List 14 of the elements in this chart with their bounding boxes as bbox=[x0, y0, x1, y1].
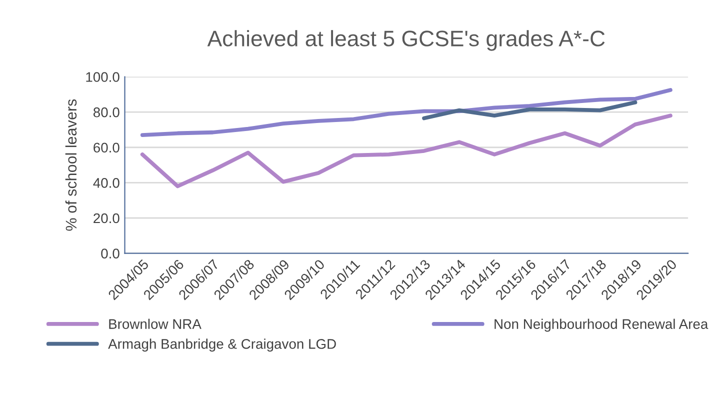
y-tick-label: 60.0 bbox=[94, 142, 120, 153]
y-tick-label: 20.0 bbox=[94, 213, 120, 224]
y-tick-label: 100.0 bbox=[86, 72, 120, 82]
y-tick-label: 80.0 bbox=[93, 107, 120, 118]
line-series bbox=[140, 88, 672, 137]
line-series bbox=[422, 100, 638, 120]
legend-label: Brownlow NRA bbox=[109, 318, 202, 329]
chart-title: Achieved at least 5 GCSE's grades A*-C bbox=[207, 30, 605, 51]
y-tick-label: 0.0 bbox=[101, 248, 120, 258]
legend-label: Non Neighbourhood Renewal Area bbox=[494, 318, 708, 332]
line-series bbox=[140, 114, 672, 188]
y-axis-title: % of school leavers bbox=[65, 99, 77, 231]
y-tick-label: 40.0 bbox=[93, 178, 120, 188]
legend-label: Armagh Banbridge & Craigavon LGD bbox=[108, 338, 336, 352]
